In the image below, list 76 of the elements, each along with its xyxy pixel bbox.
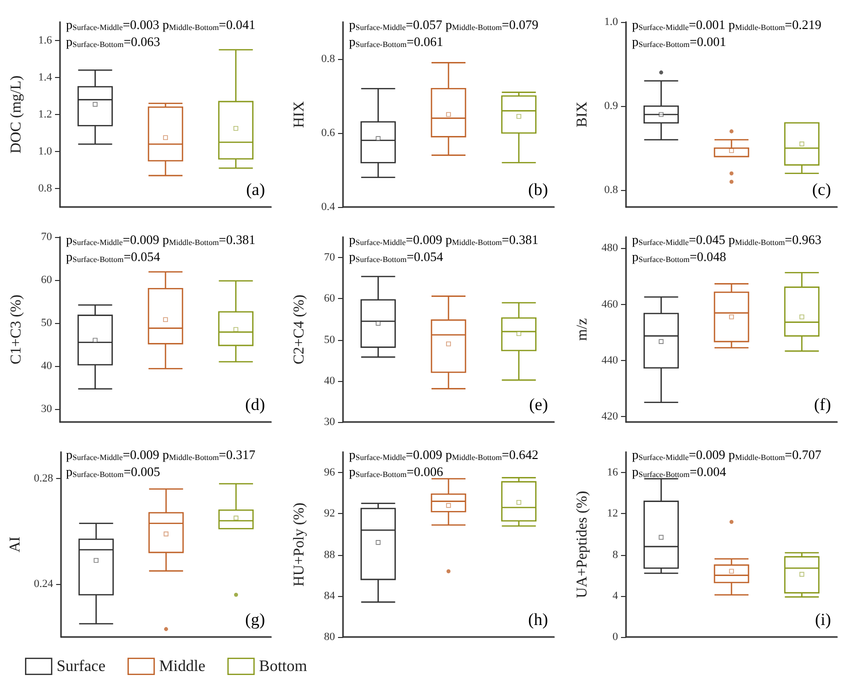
y-axis-title: BIX xyxy=(574,101,590,128)
annotation: pSurface-Middle=0.009 pMiddle-Bottom=0.317 xyxy=(66,447,256,462)
annotation: pSurface-Middle=0.009 pMiddle-Bottom=0.642 xyxy=(349,447,538,462)
annotation: pSurface-Bottom=0.001 xyxy=(632,34,726,49)
y-tick-label: 0.28 xyxy=(34,472,54,484)
annotation: (c) xyxy=(812,180,832,199)
y-tick-label: 60 xyxy=(41,274,52,286)
y-tick-label: 1.0 xyxy=(38,146,52,158)
y-tick-label: 60 xyxy=(324,292,336,305)
y-tick-label: 1.2 xyxy=(38,108,52,120)
y-tick-label: 0 xyxy=(612,631,618,643)
y-axis-title: UA+Peptides (%) xyxy=(574,490,590,598)
annotation: (f) xyxy=(814,395,831,414)
y-tick-label: 16 xyxy=(607,466,618,479)
y-axis-title: C2+C4 (%) xyxy=(292,294,308,364)
annotation: pSurface-Middle=0.057 pMiddle-Bottom=0.079 xyxy=(349,17,538,32)
y-tick-label: 1.4 xyxy=(38,72,52,84)
annotation: pSurface-Bottom=0.006 xyxy=(349,464,444,479)
annotation: (h) xyxy=(528,610,548,629)
legend-label: Bottom xyxy=(259,658,308,675)
y-tick-label: 1.0 xyxy=(604,16,618,28)
annotation: pSurface-Middle=0.001 pMiddle-Bottom=0.219 xyxy=(632,17,822,32)
annotation: pSurface-Bottom=0.005 xyxy=(66,464,160,479)
annotation: (d) xyxy=(245,395,266,414)
y-tick-label: 0.4 xyxy=(321,201,336,213)
annotation: pSurface-Bottom=0.061 xyxy=(349,34,444,49)
y-tick-label: 4 xyxy=(612,590,618,602)
y-tick-label: 460 xyxy=(602,298,618,310)
y-tick-label: 1.6 xyxy=(38,34,52,46)
y-axis-title: AI xyxy=(8,536,24,552)
y-tick-label: 30 xyxy=(41,403,52,416)
y-tick-label: 40 xyxy=(41,360,52,372)
annotation: pSurface-Middle=0.003 pMiddle-Bottom=0.041 xyxy=(66,17,256,32)
y-axis-title: HU+Poly (%) xyxy=(292,502,308,586)
annotation: pSurface-Bottom=0.004 xyxy=(632,464,727,479)
y-tick-label: 480 xyxy=(602,242,618,254)
annotation: pSurface-Middle=0.009 pMiddle-Bottom=0.707 xyxy=(632,447,822,462)
annotation: (i) xyxy=(814,610,831,629)
annotation: pSurface-Bottom=0.063 xyxy=(66,34,160,49)
y-tick-label: 50 xyxy=(41,317,52,330)
y-tick-label: 50 xyxy=(324,334,336,346)
y-tick-label: 440 xyxy=(602,354,618,366)
y-tick-label: 70 xyxy=(324,252,336,264)
y-tick-label: 0.6 xyxy=(321,127,336,139)
y-tick-label: 88 xyxy=(324,548,336,561)
y-tick-label: 40 xyxy=(324,374,336,387)
y-tick-label: 0.8 xyxy=(604,184,618,196)
legend-label: Surface xyxy=(56,658,106,675)
y-axis-title: HIX xyxy=(292,101,308,128)
annotation: pSurface-Middle=0.009 pMiddle-Bottom=0.381 xyxy=(349,232,538,247)
y-tick-label: 0.24 xyxy=(34,578,54,590)
y-tick-label: 8 xyxy=(612,548,618,561)
y-tick-label: 12 xyxy=(607,508,618,520)
y-tick-label: 0.8 xyxy=(38,182,52,194)
annotation: pSurface-Middle=0.045 pMiddle-Bottom=0.963 xyxy=(632,232,822,247)
annotation: (g) xyxy=(245,610,266,629)
y-tick-label: 96 xyxy=(324,466,336,479)
y-tick-label: 0.9 xyxy=(604,100,618,112)
y-tick-label: 70 xyxy=(41,231,52,243)
y-axis-title: m/z xyxy=(574,318,590,341)
y-tick-label: 80 xyxy=(324,631,336,643)
annotation: (e) xyxy=(529,395,548,414)
annotation: pSurface-Middle=0.009 pMiddle-Bottom=0.381 xyxy=(66,232,256,247)
y-tick-label: 84 xyxy=(324,590,336,602)
annotation: pSurface-Bottom=0.054 xyxy=(349,249,444,264)
y-tick-label: 30 xyxy=(324,416,336,428)
legend-label: Middle xyxy=(159,658,206,675)
annotation: pSurface-Bottom=0.048 xyxy=(632,249,726,264)
y-tick-label: 92 xyxy=(324,508,335,520)
annotation: (b) xyxy=(528,180,548,199)
y-tick-label: 0.8 xyxy=(321,53,336,65)
y-axis-title: C1+C3 (%) xyxy=(8,294,24,364)
annotation: (a) xyxy=(246,180,266,199)
annotation: pSurface-Bottom=0.054 xyxy=(66,249,161,264)
y-axis-title: DOC (mg/L) xyxy=(8,76,24,154)
y-tick-label: 420 xyxy=(602,410,618,422)
